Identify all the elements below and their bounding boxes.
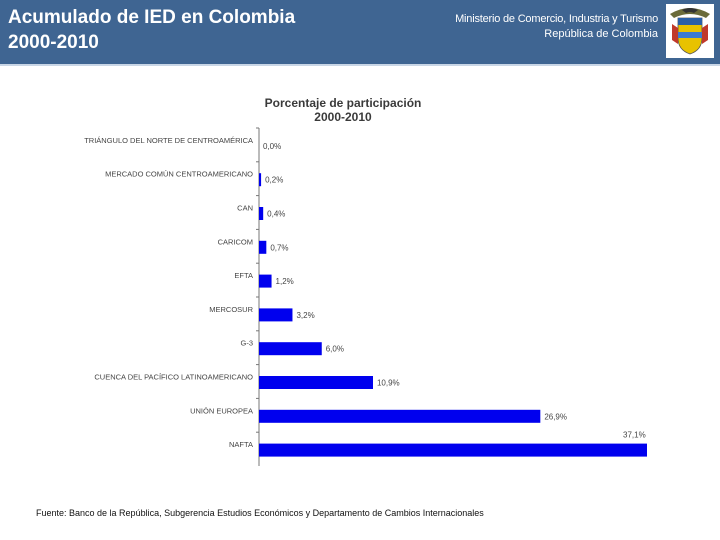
chart-title-line2: 2000-2010 xyxy=(314,110,372,124)
chart-title-line1: Porcentaje de participación xyxy=(264,96,422,110)
category-label: CARICOM xyxy=(218,237,253,246)
category-label: MERCOSUR xyxy=(209,305,253,314)
chart-title: Porcentaje de participación 2000-2010 xyxy=(240,96,446,124)
category-label: TRIÁNGULO DEL NORTE DE CENTROAMÉRICA xyxy=(84,136,253,145)
value-label: 0,2% xyxy=(265,176,283,185)
bar xyxy=(259,207,264,220)
ministry-line2: República de Colombia xyxy=(544,28,658,40)
value-label: 37,1% xyxy=(623,431,646,440)
bar xyxy=(259,240,267,254)
bar xyxy=(259,376,373,389)
value-label: 0,4% xyxy=(267,210,285,219)
category-label: CAN xyxy=(237,204,253,213)
value-label: 0,0% xyxy=(263,142,281,151)
bar xyxy=(259,342,322,356)
ministry-line1: Ministerio de Comercio, Industria y Turi… xyxy=(455,13,658,25)
value-label: 0,7% xyxy=(270,243,288,252)
value-label: 10,9% xyxy=(377,379,400,388)
slide-title-line2: 2000-2010 xyxy=(8,32,99,53)
bar xyxy=(259,274,272,288)
category-label: EFTA xyxy=(234,271,253,280)
category-label: CUENCA DEL PACÍFICO LATINOAMERICANO xyxy=(94,373,253,382)
category-label: NAFTA xyxy=(229,440,253,449)
category-label: MERCADO COMÚN CENTROAMERICANO xyxy=(105,170,253,179)
category-label: UNIÓN EUROPEA xyxy=(190,406,253,415)
value-label: 1,2% xyxy=(276,277,294,286)
bar xyxy=(259,443,647,457)
bar xyxy=(259,409,541,423)
bar xyxy=(259,173,262,187)
colombia-coat-of-arms-icon xyxy=(666,4,714,58)
ministry-name: Ministerio de Comercio, Industria y Turi… xyxy=(455,12,658,42)
value-label: 3,2% xyxy=(296,311,314,320)
slide-title-line1: Acumulado de IED en Colombia xyxy=(8,7,296,28)
value-label: 26,9% xyxy=(544,412,567,421)
value-label: 6,0% xyxy=(326,345,344,354)
header-banner: Acumulado de IED en Colombia 2000-2010 M… xyxy=(0,0,720,66)
slide-title: Acumulado de IED en Colombia 2000-2010 xyxy=(8,5,295,55)
bar xyxy=(259,308,293,322)
source-note: Fuente: Banco de la República, Subgerenc… xyxy=(36,508,484,518)
category-label: G-3 xyxy=(240,339,253,348)
